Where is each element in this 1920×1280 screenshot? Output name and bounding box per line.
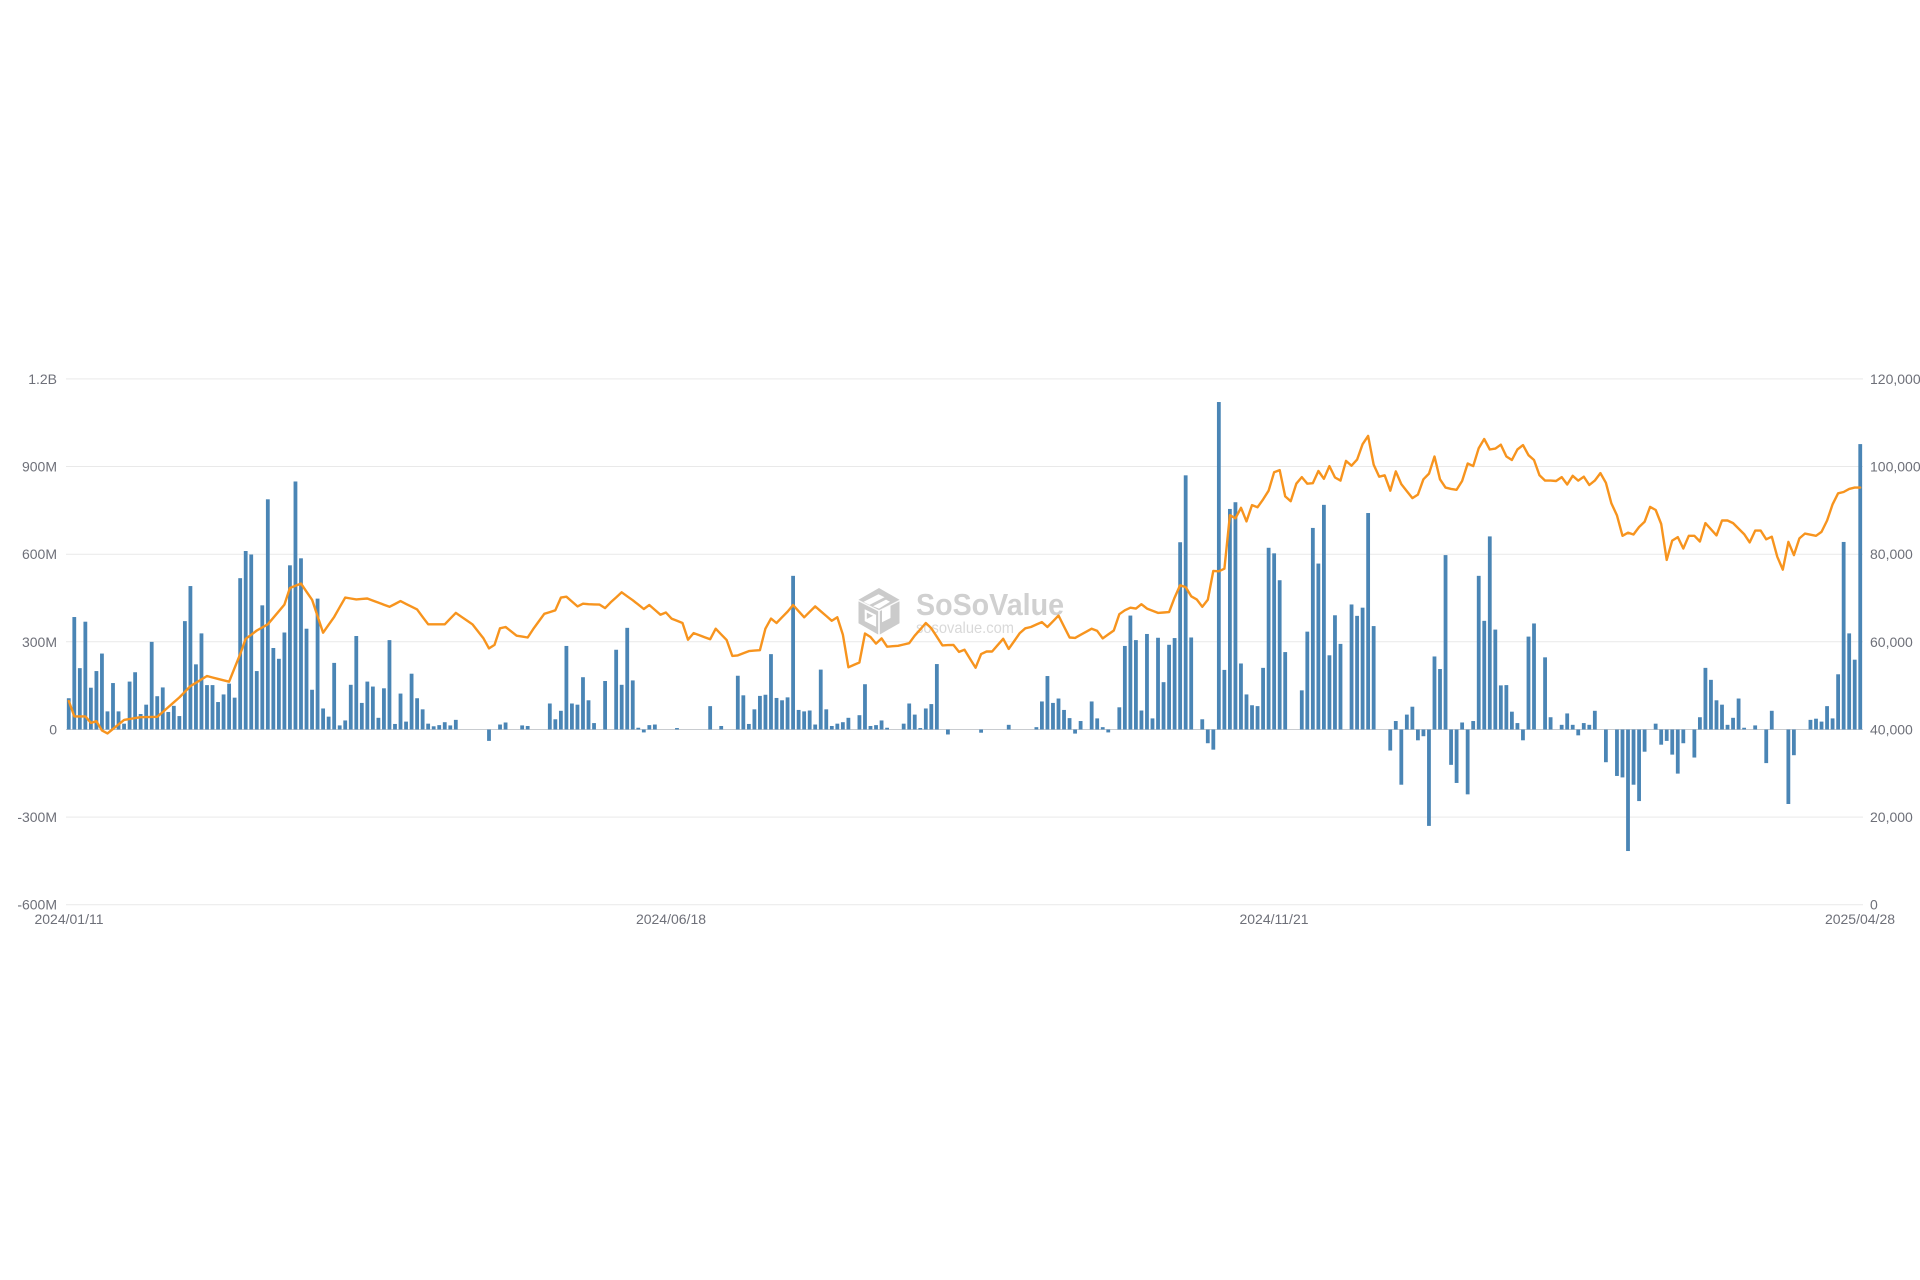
svg-text:0: 0	[1870, 897, 1878, 913]
svg-text:2025/04/28: 2025/04/28	[1825, 911, 1895, 927]
svg-text:2024/06/18: 2024/06/18	[636, 911, 706, 927]
svg-text:0: 0	[49, 722, 57, 738]
svg-text:-600M: -600M	[17, 897, 57, 913]
svg-text:-300M: -300M	[17, 809, 57, 825]
svg-text:60,000: 60,000	[1870, 634, 1913, 650]
svg-text:SoSoValue: SoSoValue	[916, 587, 1064, 622]
svg-text:sosovalue.com: sosovalue.com	[916, 620, 1014, 637]
svg-text:100,000: 100,000	[1870, 459, 1920, 475]
svg-text:20,000: 20,000	[1870, 809, 1913, 825]
svg-text:1.2B: 1.2B	[28, 371, 57, 387]
svg-text:120,000: 120,000	[1870, 371, 1920, 387]
svg-text:300M: 300M	[22, 634, 57, 650]
svg-text:2024/11/21: 2024/11/21	[1239, 911, 1308, 927]
svg-text:40,000: 40,000	[1870, 722, 1913, 738]
svg-text:600M: 600M	[22, 546, 57, 562]
svg-text:2024/01/11: 2024/01/11	[34, 911, 103, 927]
svg-text:900M: 900M	[22, 459, 57, 475]
svg-text:80,000: 80,000	[1870, 546, 1913, 562]
